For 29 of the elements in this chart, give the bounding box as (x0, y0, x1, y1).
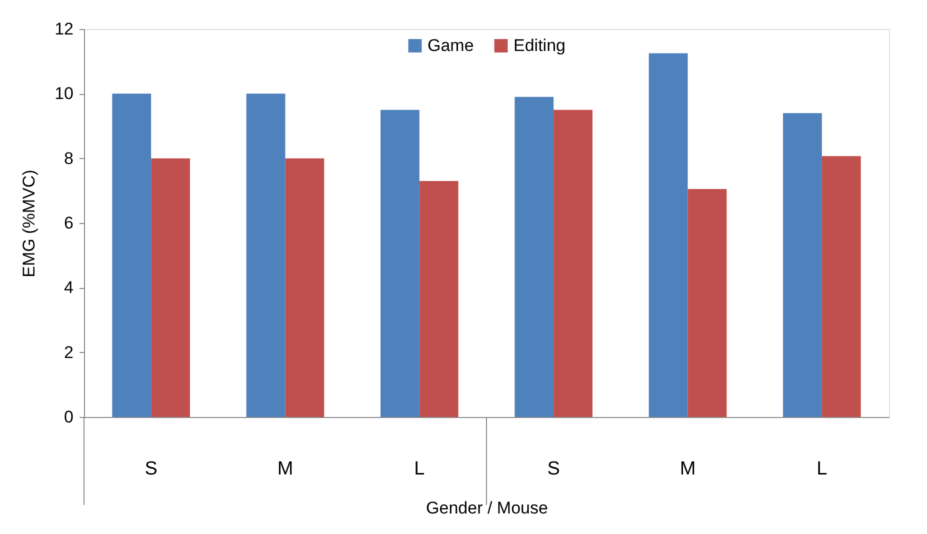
y-tick-label: 10 (54, 84, 74, 104)
x-tick-label: M (277, 458, 294, 480)
bar (380, 110, 420, 417)
x-axis-title: Gender / Mouse (426, 498, 548, 518)
x-tick-label: S (547, 458, 560, 480)
bar (688, 189, 727, 417)
x-tick-label: L (816, 458, 828, 480)
y-axis-title: EMG (%MVC) (20, 170, 39, 278)
y-tick-label: 6 (64, 214, 74, 232)
y-tick-label: 2 (64, 342, 74, 362)
y-tick-label: 8 (64, 148, 74, 168)
bar (112, 94, 152, 417)
bar (514, 96, 554, 417)
bar (419, 180, 458, 417)
x-tick-label: M (680, 458, 696, 480)
bar (246, 94, 286, 417)
y-tick-label: 0 (64, 408, 74, 426)
y-tick-label: 4 (64, 278, 74, 298)
bar (783, 113, 822, 417)
x-tick-label: S (144, 458, 158, 480)
legend-label: Editing (514, 36, 566, 55)
bar (648, 53, 688, 417)
bar (151, 158, 190, 417)
y-tick-label: 12 (54, 20, 74, 38)
legend-label: Game (428, 36, 474, 55)
bar (554, 110, 592, 417)
x-tick-label: L (414, 458, 425, 480)
bar (822, 156, 861, 417)
bar (285, 158, 324, 417)
